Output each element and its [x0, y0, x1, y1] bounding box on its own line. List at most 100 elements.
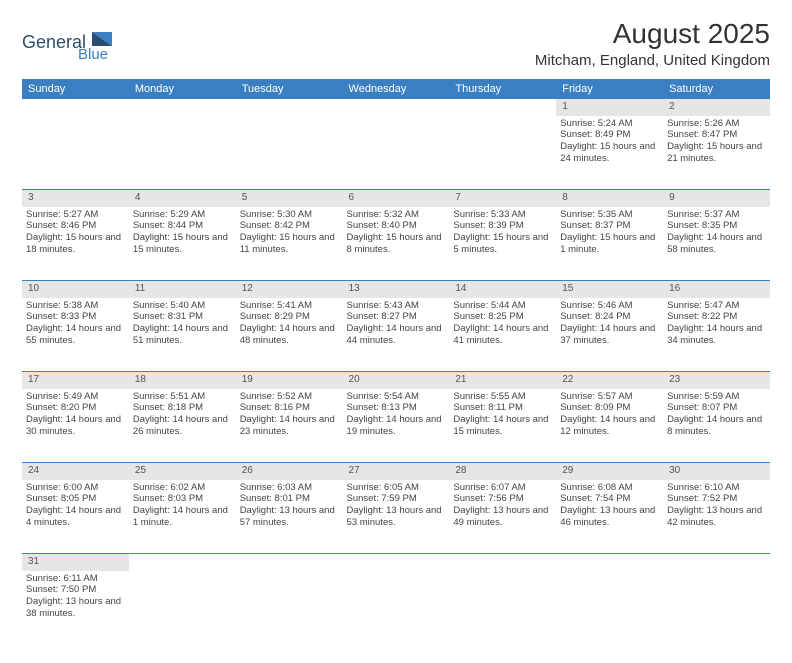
day-header: Sunday	[22, 79, 129, 99]
day-cell: Sunrise: 6:03 AMSunset: 8:01 PMDaylight:…	[236, 480, 343, 554]
day-cell: Sunrise: 5:29 AMSunset: 8:44 PMDaylight:…	[129, 207, 236, 281]
day-header: Wednesday	[343, 79, 450, 99]
daylight-text: Daylight: 15 hours and 24 minutes.	[560, 141, 659, 165]
day-number: 21	[449, 372, 556, 389]
daylight-text: Daylight: 13 hours and 49 minutes.	[453, 505, 552, 529]
sunset-text: Sunset: 8:01 PM	[240, 493, 339, 505]
daylight-text: Daylight: 14 hours and 37 minutes.	[560, 323, 659, 347]
daylight-text: Daylight: 15 hours and 21 minutes.	[667, 141, 766, 165]
day-header-row: SundayMondayTuesdayWednesdayThursdayFrid…	[22, 79, 770, 99]
day-cell	[343, 571, 450, 645]
sunset-text: Sunset: 8:20 PM	[26, 402, 125, 414]
day-cell: Sunrise: 5:43 AMSunset: 8:27 PMDaylight:…	[343, 298, 450, 372]
daylight-text: Daylight: 14 hours and 44 minutes.	[347, 323, 446, 347]
daylight-text: Daylight: 14 hours and 34 minutes.	[667, 323, 766, 347]
day-cell: Sunrise: 5:32 AMSunset: 8:40 PMDaylight:…	[343, 207, 450, 281]
sunset-text: Sunset: 8:13 PM	[347, 402, 446, 414]
day-cell: Sunrise: 6:07 AMSunset: 7:56 PMDaylight:…	[449, 480, 556, 554]
day-number-row: 24252627282930	[22, 463, 770, 480]
daylight-text: Daylight: 14 hours and 48 minutes.	[240, 323, 339, 347]
day-number: 24	[22, 463, 129, 480]
sunrise-text: Sunrise: 5:27 AM	[26, 209, 125, 221]
day-cell: Sunrise: 5:57 AMSunset: 8:09 PMDaylight:…	[556, 389, 663, 463]
sunset-text: Sunset: 8:09 PM	[560, 402, 659, 414]
day-detail-row: Sunrise: 5:38 AMSunset: 8:33 PM Daylight:…	[22, 298, 770, 372]
day-number	[236, 554, 343, 571]
sunset-text: Sunset: 8:07 PM	[667, 402, 766, 414]
sunset-text: Sunset: 8:33 PM	[26, 311, 125, 323]
sunset-text: Sunset: 8:42 PM	[240, 220, 339, 232]
day-number: 19	[236, 372, 343, 389]
sunrise-text: Sunrise: 5:32 AM	[347, 209, 446, 221]
day-number: 12	[236, 281, 343, 298]
sunset-text: Sunset: 8:03 PM	[133, 493, 232, 505]
sunrise-text: Sunrise: 5:24 AM	[560, 118, 659, 130]
day-number: 28	[449, 463, 556, 480]
day-cell: Sunrise: 5:24 AMSunset: 8:49 PMDaylight:…	[556, 116, 663, 190]
day-number-row: 10111213141516	[22, 281, 770, 298]
day-cell: Sunrise: 6:00 AMSunset: 8:05 PMDaylight:…	[22, 480, 129, 554]
daylight-text: Daylight: 14 hours and 30 minutes.	[26, 414, 125, 438]
sunrise-text: Sunrise: 5:37 AM	[667, 209, 766, 221]
day-number: 5	[236, 190, 343, 207]
day-detail-row: Sunrise: 5:27 AMSunset: 8:46 PMDaylight:…	[22, 207, 770, 281]
sunset-text: Sunset: 7:56 PM	[453, 493, 552, 505]
day-cell	[556, 571, 663, 645]
day-header: Thursday	[449, 79, 556, 99]
day-cell	[129, 571, 236, 645]
day-number: 17	[22, 372, 129, 389]
day-cell	[236, 571, 343, 645]
day-number: 8	[556, 190, 663, 207]
daylight-text: Daylight: 15 hours and 15 minutes.	[133, 232, 232, 256]
sunrise-text: Sunrise: 5:51 AM	[133, 391, 232, 403]
daylight-text: Daylight: 15 hours and 5 minutes.	[453, 232, 552, 256]
day-number: 11	[129, 281, 236, 298]
day-number: 6	[343, 190, 450, 207]
sunrise-text: Sunrise: 6:07 AM	[453, 482, 552, 494]
sunset-text: Sunset: 8:18 PM	[133, 402, 232, 414]
sunrise-text: Sunrise: 5:33 AM	[453, 209, 552, 221]
day-number	[449, 99, 556, 116]
day-number: 27	[343, 463, 450, 480]
day-number	[22, 99, 129, 116]
sunrise-text: Sunrise: 5:49 AM	[26, 391, 125, 403]
day-number	[556, 554, 663, 571]
day-header: Friday	[556, 79, 663, 99]
sunrise-text: Sunrise: 5:43 AM	[347, 300, 446, 312]
sunset-text: Sunset: 8:29 PM	[240, 311, 339, 323]
daylight-text: Daylight: 15 hours and 11 minutes.	[240, 232, 339, 256]
logo-icon: General Blue	[22, 26, 132, 60]
daylight-text: Daylight: 13 hours and 38 minutes.	[26, 596, 125, 620]
day-number: 7	[449, 190, 556, 207]
sunset-text: Sunset: 8:49 PM	[560, 129, 659, 141]
day-number: 10	[22, 281, 129, 298]
daylight-text: Daylight: 14 hours and 4 minutes.	[26, 505, 125, 529]
sunrise-text: Sunrise: 6:11 AM	[26, 573, 125, 585]
day-number	[343, 99, 450, 116]
daylight-text: Daylight: 14 hours and 58 minutes.	[667, 232, 766, 256]
sunset-text: Sunset: 8:25 PM	[453, 311, 552, 323]
day-cell: Sunrise: 5:26 AMSunset: 8:47 PMDaylight:…	[663, 116, 770, 190]
sunrise-text: Sunrise: 5:47 AM	[667, 300, 766, 312]
day-number	[129, 554, 236, 571]
day-cell: Sunrise: 6:11 AMSunset: 7:50 PMDaylight:…	[22, 571, 129, 645]
day-number: 29	[556, 463, 663, 480]
sunrise-text: Sunrise: 6:08 AM	[560, 482, 659, 494]
sunrise-text: Sunrise: 5:41 AM	[240, 300, 339, 312]
day-number: 22	[556, 372, 663, 389]
location: Mitcham, England, United Kingdom	[535, 52, 770, 69]
day-number: 20	[343, 372, 450, 389]
day-number: 25	[129, 463, 236, 480]
daylight-text: Daylight: 13 hours and 46 minutes.	[560, 505, 659, 529]
sunset-text: Sunset: 8:11 PM	[453, 402, 552, 414]
day-number	[449, 554, 556, 571]
sunset-text: Sunset: 7:50 PM	[26, 584, 125, 596]
day-cell: Sunrise: 6:10 AMSunset: 7:52 PMDaylight:…	[663, 480, 770, 554]
sunrise-text: Sunrise: 6:02 AM	[133, 482, 232, 494]
day-cell	[236, 116, 343, 190]
sunrise-text: Sunrise: 5:38 AM	[26, 300, 125, 312]
day-number: 31	[22, 554, 129, 571]
sunset-text: Sunset: 8:39 PM	[453, 220, 552, 232]
sunrise-text: Sunrise: 6:00 AM	[26, 482, 125, 494]
sunrise-text: Sunrise: 6:05 AM	[347, 482, 446, 494]
